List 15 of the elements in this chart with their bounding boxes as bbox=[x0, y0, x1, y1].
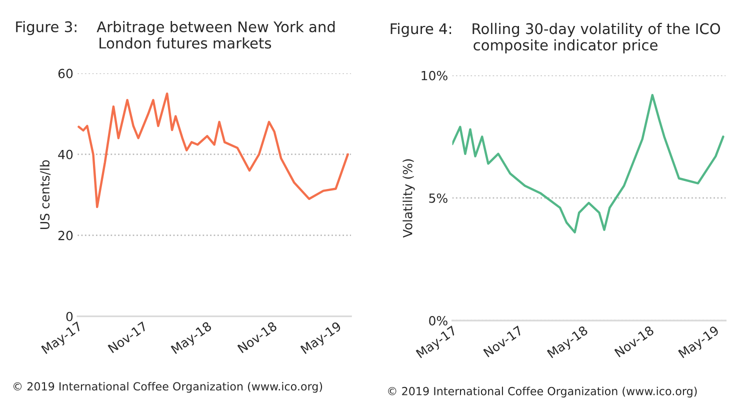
y-tick-label: 40 bbox=[58, 150, 73, 160]
line-series bbox=[452, 94, 724, 234]
y-tick-label: 5% bbox=[429, 193, 448, 203]
y-axis-title: Volatility (%) bbox=[402, 159, 415, 238]
chart-title: Figure 3: Arbitrage between New York and London futures markets bbox=[16, 21, 335, 49]
y-tick-label: 20 bbox=[58, 230, 73, 240]
text: © 2019 International Coffee Organization (www.ico.org) bbox=[14, 382, 322, 393]
line-series bbox=[78, 92, 349, 208]
y-tick-label: 0 bbox=[66, 312, 73, 322]
y-tick-label: 0% bbox=[429, 316, 448, 326]
y-tick-label: 10% bbox=[422, 70, 448, 80]
chart-title: Figure 4: Rolling 30-day volatility of the ICO composite indicator price bbox=[390, 22, 720, 54]
y-axis-title: US cents/lb bbox=[40, 160, 51, 230]
y-tick-label: 60 bbox=[58, 68, 73, 78]
text: © 2019 International Coffee Organization (www.ico.org) bbox=[388, 386, 697, 398]
